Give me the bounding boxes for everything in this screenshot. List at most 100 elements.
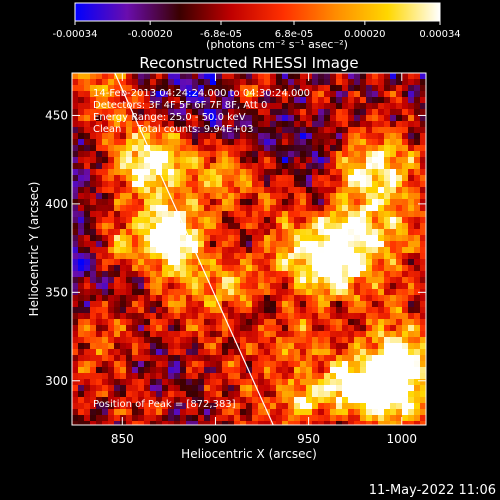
colorbar [74,2,441,22]
heatmap-cell [288,157,294,163]
heatmap-cell [402,181,408,187]
heatmap-cell [300,139,306,145]
heatmap-cell [228,409,234,415]
heatmap-cell [126,109,132,115]
heatmap-cell [216,121,222,127]
heatmap-cell [216,289,222,295]
heatmap-cell [168,289,174,295]
heatmap-cell [252,337,258,343]
heatmap-cell [96,79,102,85]
heatmap-cell [156,307,162,313]
heatmap-cell [390,355,396,361]
heatmap-cell [120,133,126,139]
heatmap-cell [222,103,228,109]
heatmap-cell [402,139,408,145]
heatmap-cell [204,421,210,425]
heatmap-cell [120,325,126,331]
heatmap-cell [162,223,168,229]
heatmap-cell [102,313,108,319]
heatmap-cell [204,391,210,397]
heatmap-cell [390,379,396,385]
heatmap-cell [108,223,114,229]
heatmap-cell [336,205,342,211]
heatmap-cell [354,313,360,319]
heatmap-cell [96,97,102,103]
heatmap-cell [108,349,114,355]
heatmap-cell [72,127,78,133]
heatmap-cell [216,169,222,175]
heatmap-cell [354,397,360,403]
heatmap-cell [354,79,360,85]
heatmap-cell [144,121,150,127]
heatmap-cell [180,289,186,295]
heatmap-cell [240,247,246,253]
heatmap-cell [192,331,198,337]
heatmap-cell [420,133,426,139]
heatmap-cell [324,205,330,211]
heatmap-cell [72,343,78,349]
heatmap-cell [336,391,342,397]
heatmap-cell [336,325,342,331]
heatmap-cell [246,307,252,313]
heatmap-cell [174,337,180,343]
heatmap-cell [72,331,78,337]
heatmap-cell [114,301,120,307]
heatmap-cell [96,337,102,343]
heatmap-cell [180,367,186,373]
heatmap-cell [366,145,372,151]
heatmap-cell [234,373,240,379]
heatmap-cell [390,115,396,121]
heatmap-cell [318,79,324,85]
heatmap-cell [84,289,90,295]
heatmap-cell [108,319,114,325]
heatmap-cell [258,265,264,271]
heatmap-cell [318,409,324,415]
heatmap-cell [210,133,216,139]
heatmap-cell [108,313,114,319]
heatmap-cell [372,397,378,403]
heatmap-cell [78,223,84,229]
heatmap-cell [270,229,276,235]
heatmap-cell [360,127,366,133]
heatmap-cell [402,343,408,349]
heatmap-cell [420,223,426,229]
heatmap-cell [306,103,312,109]
heatmap-cell [126,277,132,283]
heatmap-cell [384,361,390,367]
heatmap-cell [264,109,270,115]
heatmap-cell [300,385,306,391]
heatmap-cell [402,337,408,343]
heatmap-cell [96,85,102,91]
heatmap-cell [132,223,138,229]
heatmap-cell [114,145,120,151]
heatmap-cell [90,73,96,79]
heatmap-cell [360,151,366,157]
heatmap-cell [180,223,186,229]
heatmap-cell [414,79,420,85]
heatmap-cell [384,205,390,211]
heatmap-cell [150,391,156,397]
heatmap-cell [324,241,330,247]
heatmap-cell [414,421,420,425]
heatmap-cell [126,157,132,163]
heatmap-cell [354,121,360,127]
heatmap-cell [318,373,324,379]
heatmap-cell [294,151,300,157]
heatmap-cell [186,355,192,361]
heatmap-cell [228,319,234,325]
heatmap-cell [102,247,108,253]
heatmap-cell [222,373,228,379]
heatmap-cell [384,355,390,361]
heatmap-cell [270,337,276,343]
heatmap-cell [408,259,414,265]
heatmap-cell [150,283,156,289]
heatmap-cell [414,217,420,223]
heatmap-cell [258,421,264,425]
heatmap-cell [282,121,288,127]
heatmap-cell [150,97,156,103]
heatmap-cell [372,121,378,127]
heatmap-cell [234,253,240,259]
heatmap-cell [252,331,258,337]
heatmap-cell [234,211,240,217]
heatmap-cell [120,235,126,241]
